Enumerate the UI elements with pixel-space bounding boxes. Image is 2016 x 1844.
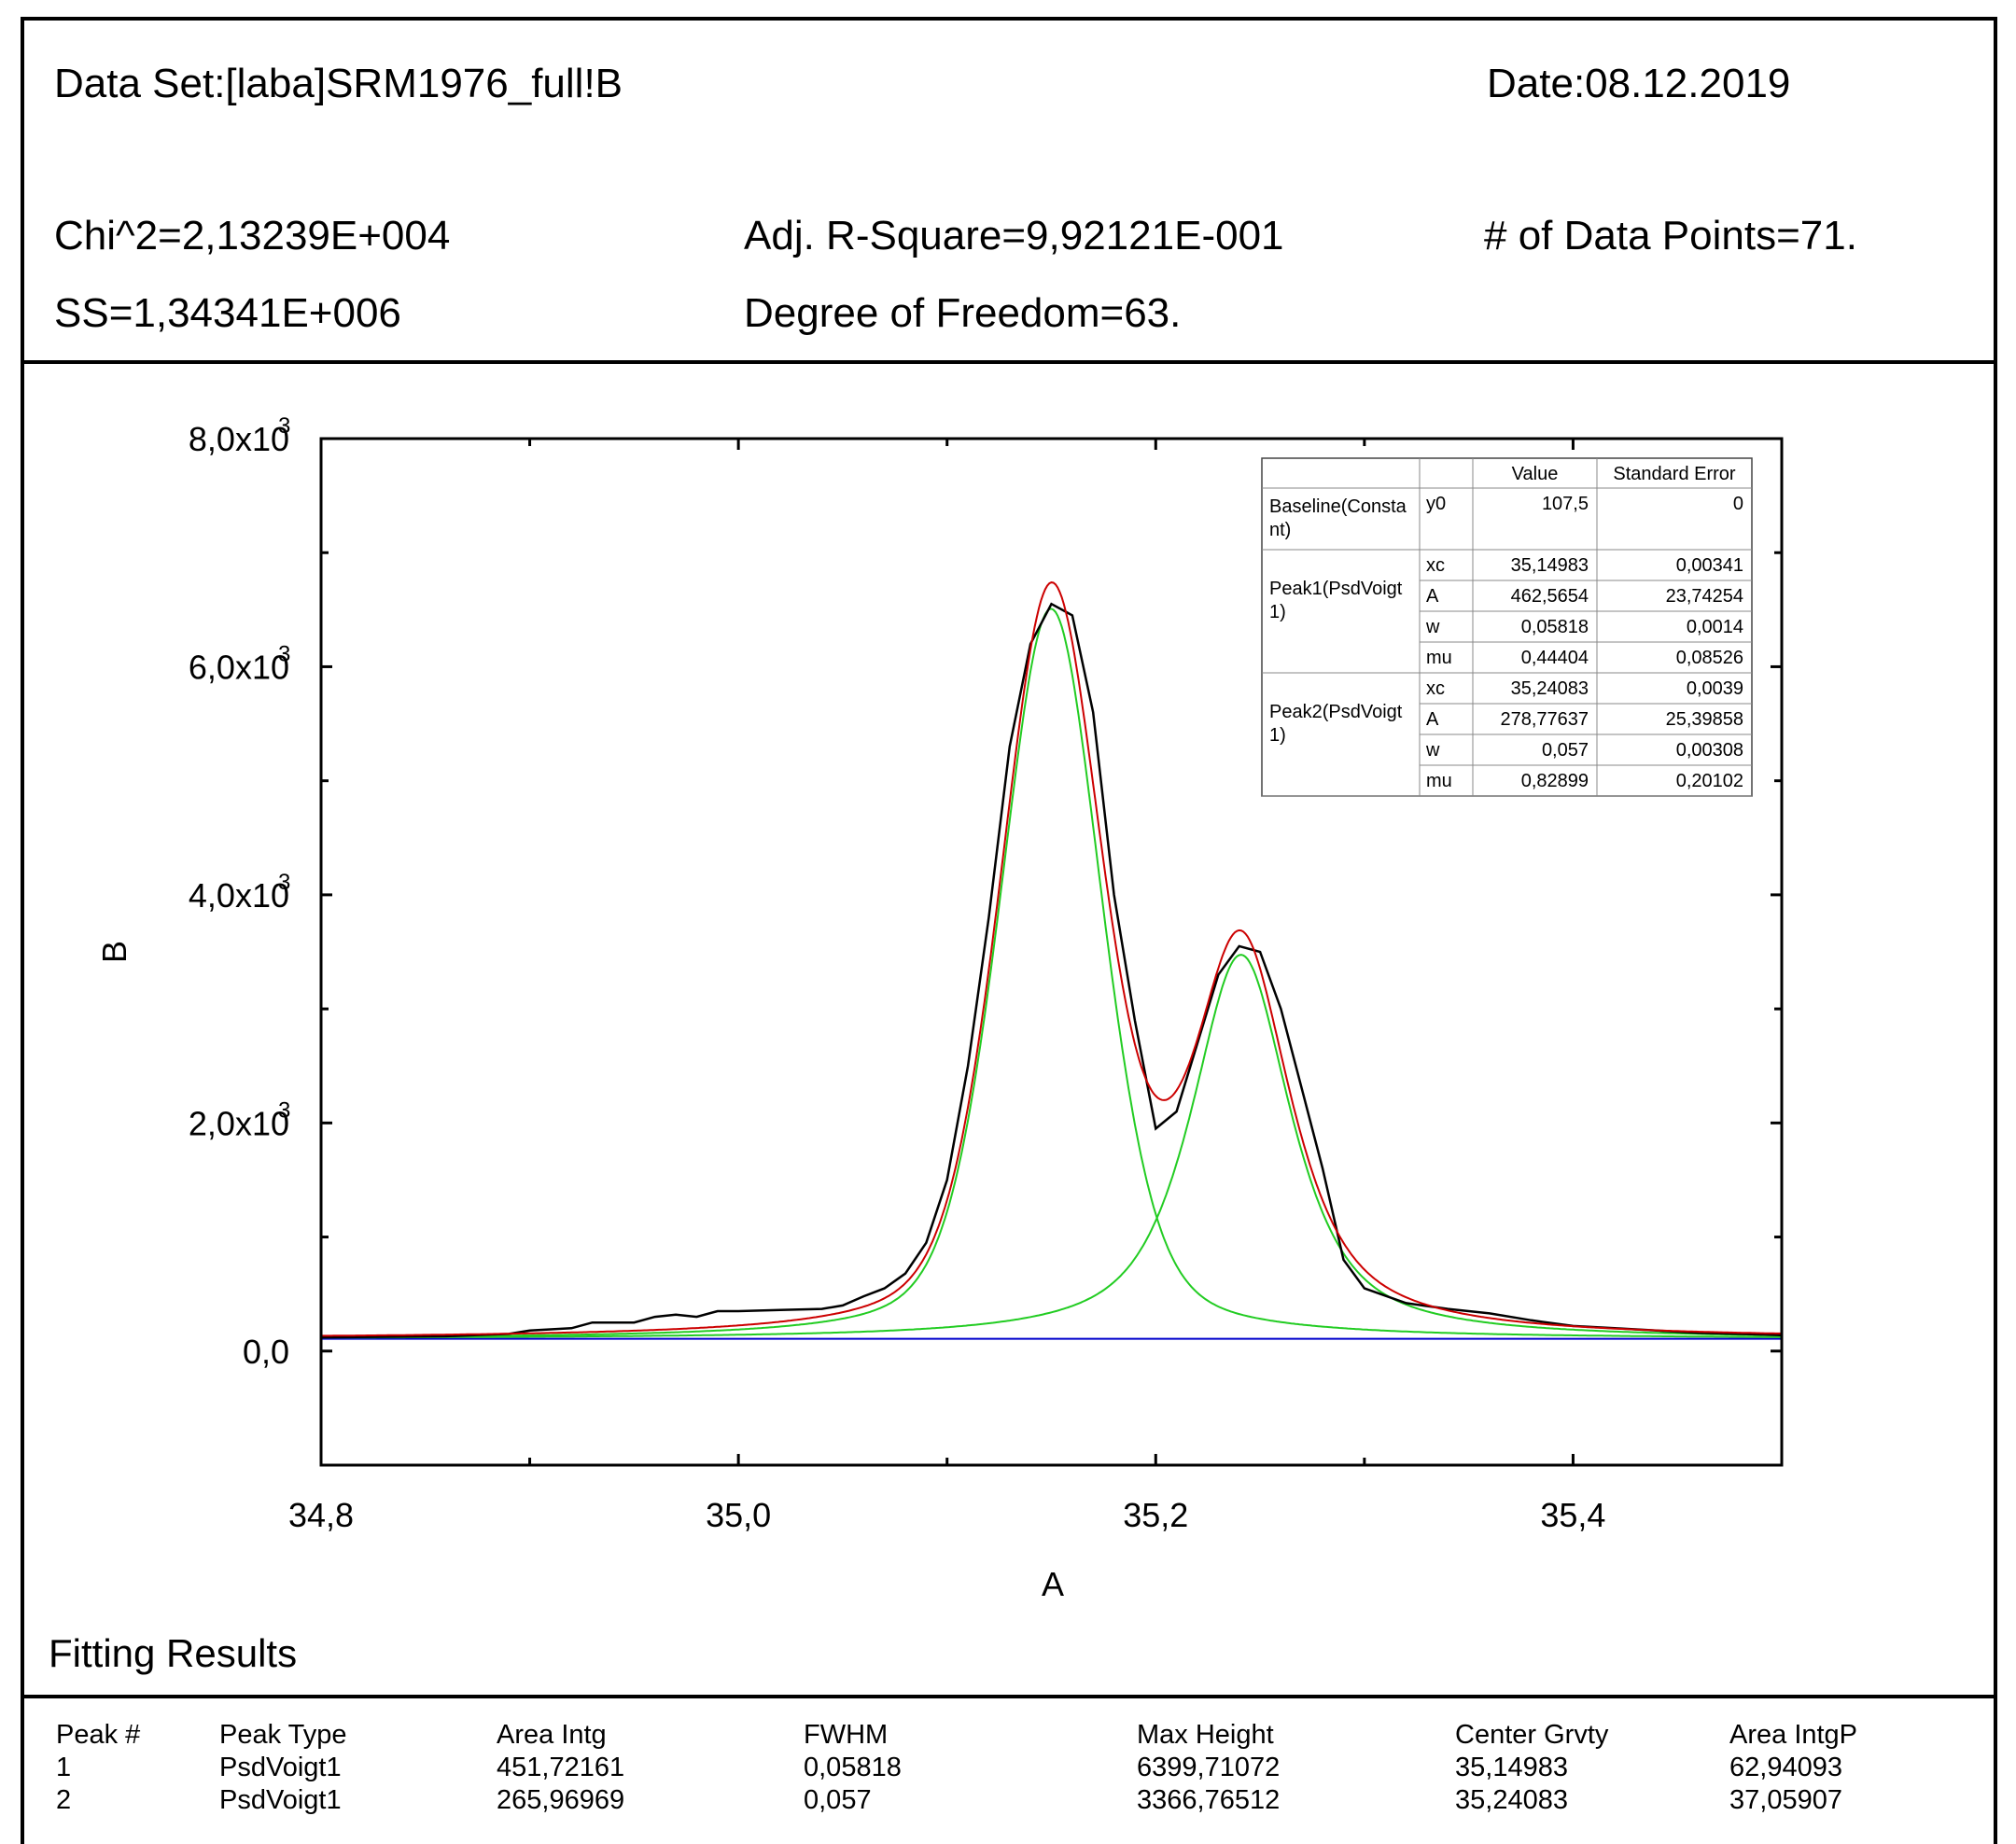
param-name: w <box>1425 740 1440 761</box>
degree-of-freedom-label: Degree of Freedom=63. <box>744 290 1182 336</box>
param-value: 462,5654 <box>1511 586 1589 607</box>
param-table-border <box>1261 457 1753 797</box>
y-tick-label: 0,0 <box>243 1333 289 1371</box>
param-std-error: 0,20102 <box>1676 771 1743 791</box>
results-cell: 0,057 <box>804 1785 872 1815</box>
peak2-curve <box>321 954 1783 1339</box>
param-std-error: 0,0039 <box>1687 678 1743 699</box>
data-points-label: # of Data Points=71. <box>1484 213 1857 258</box>
param-std-error: 0 <box>1733 494 1743 514</box>
param-name: mu <box>1426 771 1452 791</box>
y-tick-exponent: 3 <box>278 1097 290 1123</box>
results-cell: Peak # <box>56 1720 141 1750</box>
y-tick-label: 8,0x10 <box>189 420 289 458</box>
y-tick-label: 4,0x10 <box>189 876 289 915</box>
results-row: 1 PsdVoigt1 451,72161 0,05818 6399,71072 35,1… <box>56 1752 1916 1784</box>
results-cell: 37,05907 <box>1729 1785 1842 1815</box>
param-value: 0,05818 <box>1521 617 1589 637</box>
param-header-value: Value <box>1512 464 1559 484</box>
results-header-row: Peak # Peak Type Area Intg FWHM Max Height Ce… <box>56 1719 1916 1752</box>
peak1-curve <box>320 608 1783 1338</box>
results-cell: Peak Type <box>219 1720 347 1750</box>
param-std-error: 0,08526 <box>1676 648 1743 668</box>
param-std-error: 23,74254 <box>1666 586 1743 607</box>
results-cell: 265,96969 <box>497 1785 625 1815</box>
y-tick-exponent: 3 <box>278 641 290 666</box>
results-cell: PsdVoigt1 <box>219 1753 342 1782</box>
param-std-error: 25,39858 <box>1666 709 1743 730</box>
param-name: xc <box>1426 678 1445 699</box>
results-cell: 35,14983 <box>1455 1753 1568 1782</box>
results-cell: 6399,71072 <box>1137 1753 1281 1782</box>
results-cell: 62,94093 <box>1729 1753 1842 1782</box>
x-axis-label: A <box>1042 1565 1064 1603</box>
results-cell: 451,72161 <box>497 1753 625 1782</box>
param-std-error: 0,00308 <box>1676 740 1743 761</box>
param-value: 0,44404 <box>1521 648 1589 668</box>
results-cell: FWHM <box>804 1720 889 1750</box>
param-group-name: Peak1(PsdVoigt <box>1269 579 1403 599</box>
y-tick-label: 6,0x10 <box>189 648 289 686</box>
cumulative-fit-curve <box>321 581 1783 1337</box>
results-divider <box>21 1695 1997 1698</box>
param-value: 278,77637 <box>1500 709 1589 730</box>
x-tick-label: 35,0 <box>706 1496 771 1534</box>
param-group-name: 1) <box>1269 725 1286 746</box>
y-tick-label: 2,0x10 <box>189 1104 289 1142</box>
param-group-name: 1) <box>1269 602 1286 622</box>
param-name: mu <box>1426 648 1452 668</box>
results-row: 2 PsdVoigt1 265,96969 0,057 3366,76512 35,240… <box>56 1784 1916 1817</box>
x-tick-label: 34,8 <box>288 1496 354 1534</box>
y-tick-exponent: 3 <box>278 413 290 439</box>
fitting-results-title: Fitting Results <box>49 1631 298 1675</box>
report-frame <box>21 17 1997 1844</box>
y-axis-label: B <box>95 941 133 963</box>
param-std-error: 0,0014 <box>1687 617 1743 637</box>
results-cell: Center Grvty <box>1455 1720 1609 1750</box>
adj-r-square-label: Adj. R-Square=9,92121E-001 <box>744 213 1284 258</box>
dataset-label: Data Set:[laba]SRM1976_full!B <box>54 61 623 106</box>
param-name: w <box>1425 617 1440 637</box>
ss-label: SS=1,34341E+006 <box>54 290 401 336</box>
param-std-error: 0,00341 <box>1676 555 1743 576</box>
results-cell: 0,05818 <box>804 1753 902 1782</box>
header-divider <box>21 360 1997 364</box>
param-value: 0,82899 <box>1521 771 1589 791</box>
results-cell: Area IntgP <box>1729 1720 1858 1750</box>
param-value: 35,14983 <box>1511 555 1589 576</box>
param-name: A <box>1426 586 1439 607</box>
plot-area-border <box>319 437 1784 1467</box>
param-name: y0 <box>1426 494 1446 514</box>
date-label: Date:08.12.2019 <box>1487 61 1791 106</box>
results-cell: 2 <box>56 1785 72 1815</box>
param-name: xc <box>1426 555 1445 576</box>
param-value: 35,24083 <box>1511 678 1589 699</box>
param-group-name: Baseline(Consta <box>1269 496 1407 517</box>
results-cell: Max Height <box>1137 1720 1274 1750</box>
results-cell: 35,24083 <box>1455 1785 1568 1815</box>
param-header-error: Standard Error <box>1613 464 1736 484</box>
param-value: 107,5 <box>1542 494 1589 514</box>
param-value: 0,057 <box>1542 740 1589 761</box>
y-tick-exponent: 3 <box>278 870 290 895</box>
x-tick-label: 35,4 <box>1540 1496 1605 1534</box>
param-group-name: Peak2(PsdVoigt <box>1269 702 1403 722</box>
results-cell: 1 <box>56 1753 72 1782</box>
x-tick-label: 35,2 <box>1123 1496 1188 1534</box>
results-cell: PsdVoigt1 <box>219 1785 342 1815</box>
results-cell: Area Intg <box>497 1720 607 1750</box>
results-cell: 3366,76512 <box>1137 1785 1281 1815</box>
parameter-table: Value Standard Error Baseline(Consta nt) y0 1… <box>1261 457 1753 797</box>
param-name: A <box>1426 709 1439 730</box>
results-table: Peak # Peak Type Area Intg FWHM Max Height Ce… <box>56 1719 1916 1817</box>
chi2-label: Chi^2=2,13239E+004 <box>54 213 451 258</box>
param-group-name: nt) <box>1269 520 1291 540</box>
